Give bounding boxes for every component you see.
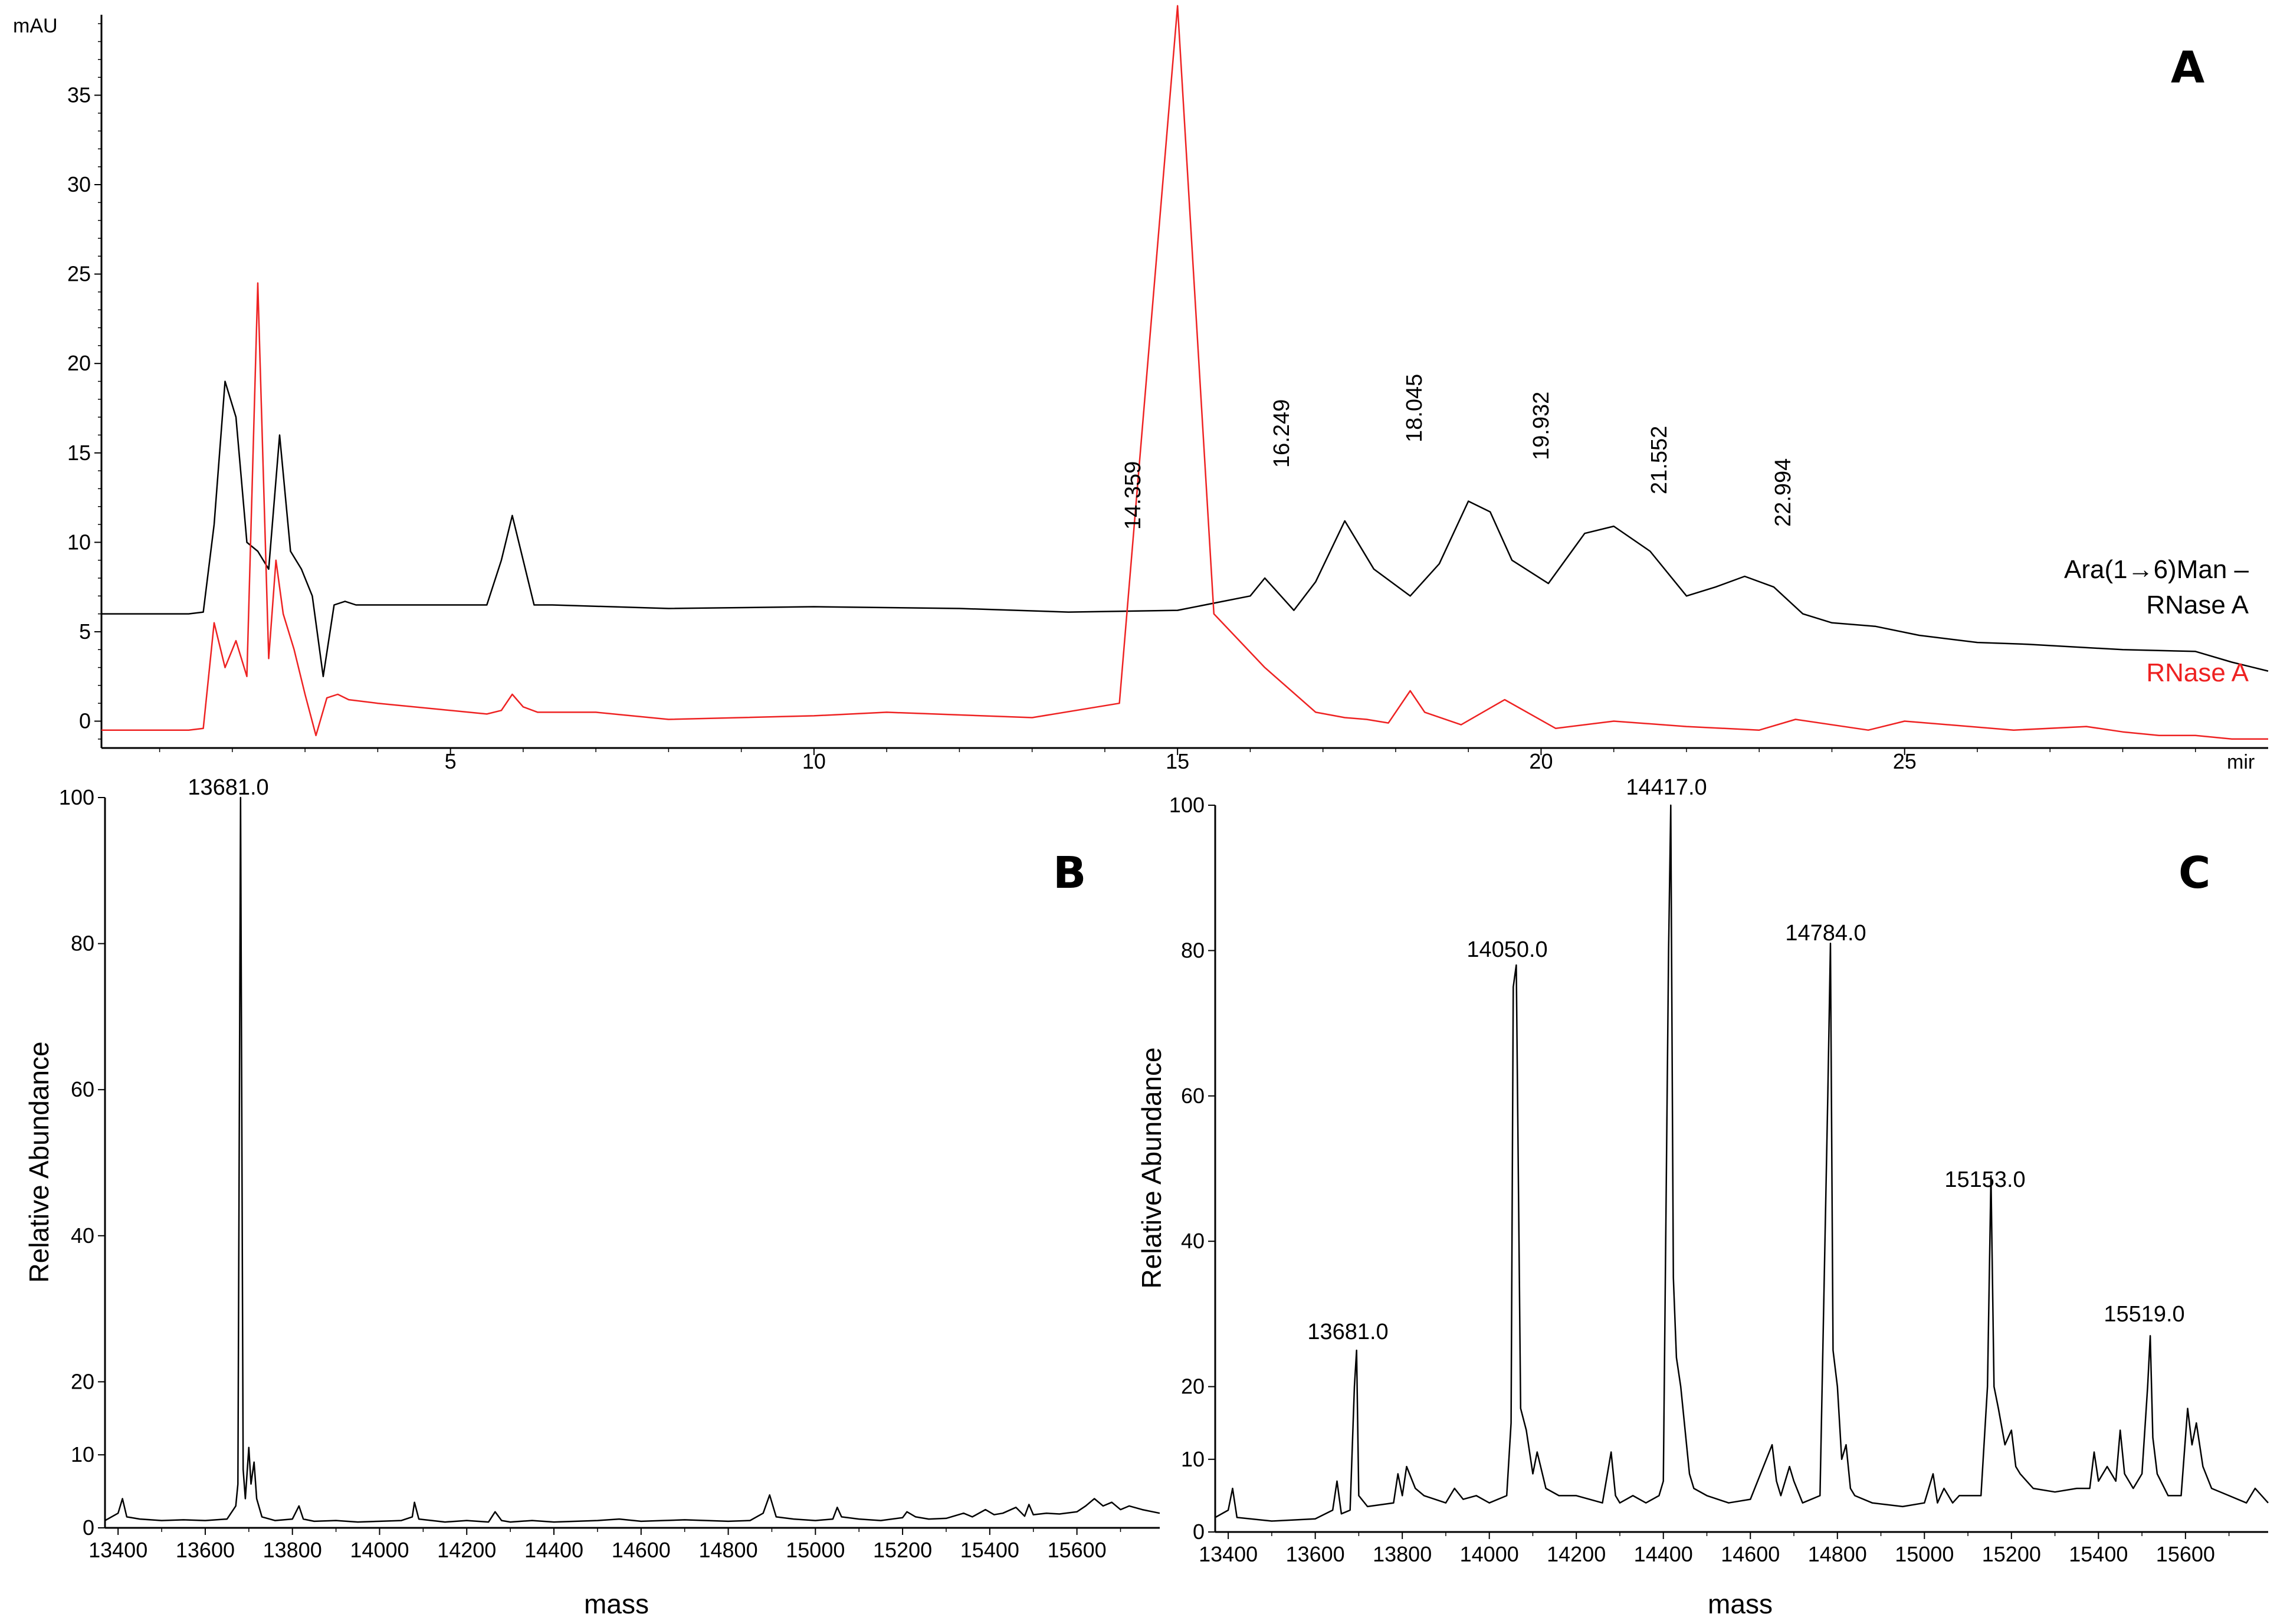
panel-c-y-tick-label-5: 80 <box>1181 938 1205 962</box>
panel-b-y-ticks: 0 10 20 40 60 80 100 <box>59 785 105 1540</box>
panel-a-x-unit: mir <box>2227 751 2255 773</box>
panel-b-x-tick-label-3: 14000 <box>350 1538 409 1562</box>
panel-c-x-tick-label-8: 15000 <box>1895 1542 1954 1566</box>
panel-a-x-tick-label-0: 5 <box>445 749 457 773</box>
panel-a-series-line-1 <box>101 5 2268 740</box>
panel-b-y-tick-label-2: 20 <box>71 1369 94 1393</box>
panel-b-y-tick-label-1: 10 <box>71 1442 94 1466</box>
panel-b-x-tick-label-4: 14200 <box>437 1538 496 1562</box>
panel-c-series <box>1215 804 2269 1522</box>
panel-a-y-tick-label-2: 10 <box>67 530 91 554</box>
panel-c-y-ticks: 0 10 20 40 60 80 100 <box>1169 793 1215 1544</box>
panel-c-x-tick-label-6: 14600 <box>1721 1542 1780 1566</box>
panel-c-x-tick-label-9: 15200 <box>1982 1542 2041 1566</box>
panel-b-x-tick-label-11: 15600 <box>1048 1538 1107 1562</box>
panel-b-y-tick-label-4: 60 <box>71 1077 94 1101</box>
panel-a-y-tick-label-3: 15 <box>67 441 91 465</box>
panel-b-x-ticks: 13400 13600 13800 14000 14200 14400 14600 14800… <box>88 1528 1121 1562</box>
panel-c-x-label: mass <box>1708 1589 1773 1619</box>
panel-a-x-tick-label-3: 20 <box>1529 749 1553 773</box>
panel-b-series-line-0 <box>104 796 1160 1523</box>
panel-a-series <box>101 5 2269 740</box>
panel-b-x-tick-label-2: 13800 <box>263 1538 322 1562</box>
panel-b-y-tick-label-6: 100 <box>59 785 94 809</box>
panel-b-x-tick-label-1: 13600 <box>176 1538 235 1562</box>
panel-a-y-tick-label-5: 25 <box>67 262 91 286</box>
panel-c-peak-label-5: 15153.0 <box>1944 1167 2025 1192</box>
panel-b-letter: B <box>1053 848 1086 898</box>
panel-b-x-tick-label-6: 14600 <box>612 1538 671 1562</box>
panel-c-y-label: Relative Abundance <box>1136 1047 1167 1288</box>
panel-b-series <box>104 796 1160 1523</box>
panel-c-x-tick-label-7: 14800 <box>1808 1542 1867 1566</box>
panel-a-y-tick-label-0: 0 <box>79 709 91 733</box>
panel-a-letter: A <box>2171 42 2204 93</box>
panel-b-mass-spectrum: 0 10 20 40 60 80 100 13400 13600 13800 14000 14200… <box>24 775 1160 1619</box>
panel-a-y-tick-label-4: 20 <box>67 351 91 375</box>
panel-b-x-tick-label-0: 13400 <box>88 1538 147 1562</box>
panel-c-x-tick-label-1: 13600 <box>1286 1542 1345 1566</box>
panel-b-x-label: mass <box>584 1589 649 1619</box>
panel-c-peak-label-4: 14784.0 <box>1785 921 1866 946</box>
panel-b-y-tick-label-3: 40 <box>71 1223 94 1248</box>
panel-a-peak-label-6: 22.994 <box>1771 458 1796 527</box>
panel-c-y-tick-label-6: 100 <box>1169 793 1205 817</box>
panel-a-peak-label-5: 21.552 <box>1647 426 1672 494</box>
panel-c-x-tick-label-11: 15600 <box>2156 1542 2215 1566</box>
legend-black-line-2: RNase A <box>2146 590 2249 619</box>
panel-c-letter: C <box>2178 848 2210 898</box>
panel-c-y-tick-label-1: 10 <box>1181 1447 1205 1471</box>
panel-a-y-tick-label-6: 30 <box>67 172 91 196</box>
panel-a-peak-label-1: 14.359 <box>1121 461 1146 530</box>
panel-b-x-tick-label-9: 15200 <box>873 1538 932 1562</box>
panel-b-y-tick-label-0: 0 <box>83 1515 94 1540</box>
panel-a-peak-label-3: 18.045 <box>1402 374 1427 442</box>
panel-c-y-tick-label-0: 0 <box>1193 1520 1205 1544</box>
panel-c-x-ticks: 13400 13600 13800 14000 14200 14400 14600 14800… <box>1199 1532 2230 1566</box>
panel-c-y-tick-label-4: 60 <box>1181 1084 1205 1108</box>
panel-c-x-tick-label-10: 15400 <box>2069 1542 2128 1566</box>
panel-a-x-ticks: 5 10 15 20 25 <box>159 748 2196 773</box>
panel-a-y-tick-label-7: 35 <box>67 83 91 107</box>
panel-c-y-tick-label-3: 40 <box>1181 1229 1205 1253</box>
panel-b-y-label: Relative Abundance <box>24 1041 54 1282</box>
panel-a-peak-label-2: 16.249 <box>1269 399 1294 468</box>
panel-b-x-tick-label-10: 15400 <box>960 1538 1019 1562</box>
panel-c-peak-label-2: 14050.0 <box>1466 937 1547 962</box>
panel-b-x-tick-label-8: 15000 <box>786 1538 845 1562</box>
legend-red: RNase A <box>2146 658 2249 687</box>
panel-c-x-tick-label-0: 13400 <box>1199 1542 1258 1566</box>
legend-black-line-1: Ara(1→6)Man – <box>2064 555 2249 584</box>
panel-a-y-tick-label-1: 5 <box>79 619 91 644</box>
panel-a-y-ticks: 0 5 10 15 20 25 30 35 <box>67 23 101 740</box>
panel-a-chromatogram: 0 5 10 15 20 25 30 35 5 10 15 20 25 mAU mir A 14.35… <box>13 5 2269 773</box>
panel-a-x-tick-label-1: 10 <box>802 749 826 773</box>
panel-a-x-tick-label-4: 25 <box>1893 749 1917 773</box>
panel-c-peak-label-6: 15519.0 <box>2104 1302 2184 1327</box>
panel-c-x-tick-label-2: 13800 <box>1373 1542 1432 1566</box>
panel-b-x-tick-label-7: 14800 <box>698 1538 757 1562</box>
panel-b-x-tick-label-5: 14400 <box>524 1538 583 1562</box>
panel-a-y-unit: mAU <box>13 15 58 37</box>
panel-b-peak-label-1: 13681.0 <box>188 775 268 800</box>
panel-c-x-tick-label-5: 14400 <box>1634 1542 1693 1566</box>
panel-a-peak-label-4: 19.932 <box>1529 392 1554 460</box>
panel-c-mass-spectrum: 0 10 20 40 60 80 100 13400 13600 13800 14000 14200… <box>1136 775 2269 1619</box>
panel-c-x-tick-label-3: 14000 <box>1460 1542 1519 1566</box>
panel-c-x-tick-label-4: 14200 <box>1547 1542 1606 1566</box>
panel-a-x-tick-label-2: 15 <box>1166 749 1189 773</box>
panel-c-series-line-0 <box>1215 804 2269 1522</box>
panel-c-y-tick-label-2: 20 <box>1181 1374 1205 1399</box>
panel-b-y-tick-label-5: 80 <box>71 931 94 956</box>
panel-c-peak-label-1: 13681.0 <box>1307 1320 1388 1344</box>
panel-c-peak-label-3: 14417.0 <box>1626 775 1707 800</box>
